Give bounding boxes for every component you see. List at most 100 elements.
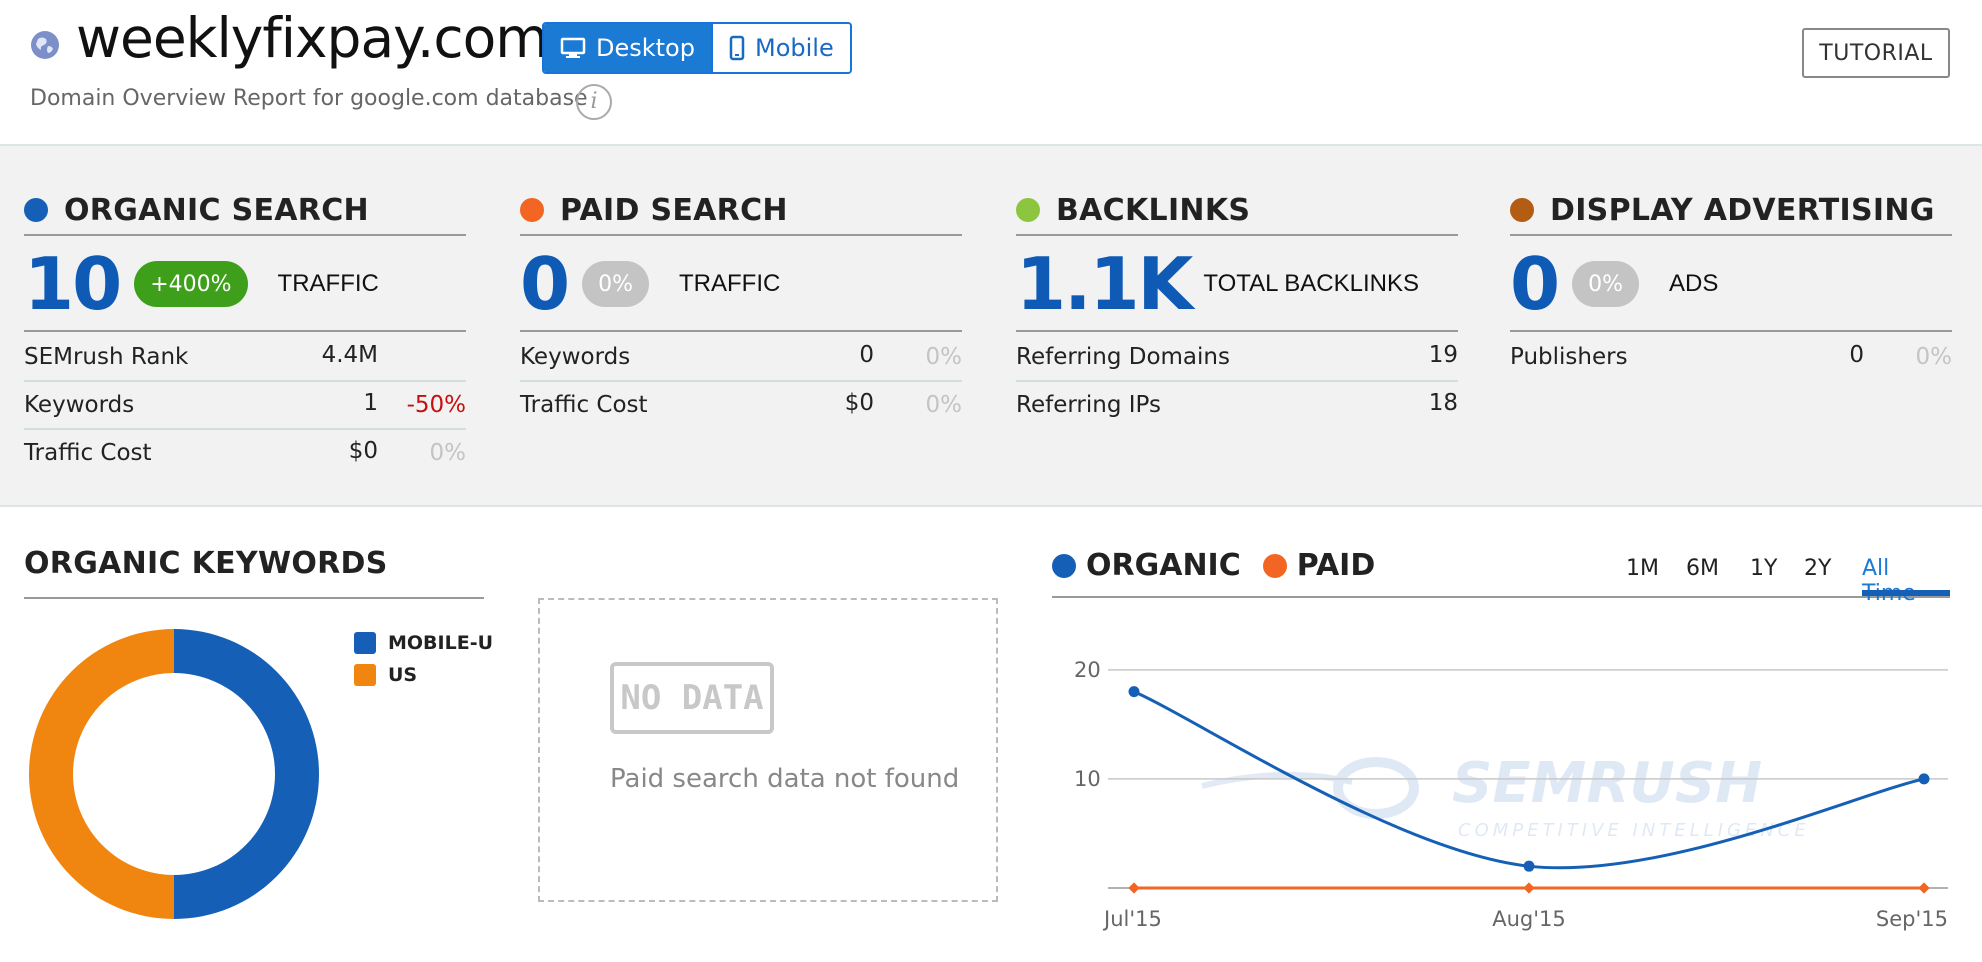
display-ads-value[interactable]: 0 bbox=[1510, 242, 1560, 326]
legend-us-swatch bbox=[354, 664, 376, 686]
donut-slice-mobile-u[interactable] bbox=[174, 629, 319, 919]
donut-slice-us[interactable] bbox=[29, 629, 174, 919]
referring-ips-value[interactable]: 18 bbox=[1428, 390, 1458, 416]
mobile-label: Mobile bbox=[754, 34, 834, 62]
data-point-paid[interactable] bbox=[1523, 882, 1535, 894]
publishers-value: 0 bbox=[1849, 342, 1864, 368]
organic-traffic-value[interactable]: 10 bbox=[24, 242, 122, 326]
organic-legend-dot-icon bbox=[1052, 553, 1076, 578]
backlinks-header[interactable]: BACKLINKS bbox=[1016, 186, 1458, 236]
organic-keywords-donut-chart bbox=[29, 629, 319, 919]
data-point-organic[interactable] bbox=[1918, 773, 1930, 785]
legend-mobile-u[interactable]: MOBILE-U bbox=[354, 632, 493, 654]
data-point-organic[interactable] bbox=[1128, 686, 1140, 698]
backlinks-total-value[interactable]: 1.1K bbox=[1016, 242, 1193, 326]
referring-ips-label: Referring IPs bbox=[1016, 392, 1161, 418]
paid-traffic-cost-label: Traffic Cost bbox=[520, 392, 648, 418]
paid-keywords-value: 0 bbox=[859, 342, 874, 368]
tutorial-button[interactable]: TUTORIAL bbox=[1802, 28, 1950, 78]
organic-paid-trend-chart: SEMRUSH COMPETITIVE INTELLIGENCE 10 20 Jul… bbox=[1074, 658, 1948, 931]
backlinks-dot-icon bbox=[1016, 198, 1040, 222]
organic-keywords-label: Keywords bbox=[24, 392, 135, 418]
globe-icon bbox=[31, 31, 59, 59]
range-2y[interactable]: 2Y bbox=[1804, 556, 1832, 581]
display-advertising-header[interactable]: DISPLAY ADVERTISING bbox=[1510, 186, 1952, 236]
organic-traffic-cost-label: Traffic Cost bbox=[24, 440, 152, 466]
watermark-subtext: COMPETITIVE INTELLIGENCE bbox=[1458, 820, 1810, 841]
paid-keywords-row: Keywords 0 0% bbox=[520, 334, 962, 382]
range-active-indicator bbox=[1862, 590, 1950, 596]
paid-traffic-label: TRAFFIC bbox=[679, 270, 781, 297]
trend-legend-organic[interactable]: ORGANIC bbox=[1086, 548, 1241, 583]
publishers-row: Publishers 0 0% bbox=[1510, 334, 1952, 382]
stats-band: ORGANIC SEARCH 10 +400% TRAFFIC SEMrush … bbox=[0, 146, 1982, 507]
organic-keywords-title: ORGANIC KEYWORDS bbox=[24, 546, 388, 581]
paid-traffic-change-badge: 0% bbox=[582, 261, 650, 307]
backlinks-total-label: TOTAL BACKLINKS bbox=[1203, 270, 1419, 297]
organic-keywords-divider bbox=[24, 597, 484, 599]
organic-search-panel: ORGANIC SEARCH 10 +400% TRAFFIC SEMrush … bbox=[24, 146, 466, 507]
publishers-label: Publishers bbox=[1510, 344, 1628, 370]
paid-traffic-cost-change: 0% bbox=[925, 392, 963, 418]
paid-search-header[interactable]: PAID SEARCH bbox=[520, 186, 962, 236]
y-tick-label: 20 bbox=[1074, 658, 1101, 682]
semrush-rank-value: 4.4M bbox=[321, 342, 378, 368]
semrush-rank-label: SEMrush Rank bbox=[24, 344, 189, 370]
display-ads-change-badge: 0% bbox=[1572, 261, 1640, 307]
no-data-message: Paid search data not found bbox=[610, 764, 960, 794]
organic-keywords-value[interactable]: 1 bbox=[363, 390, 378, 416]
paid-legend-dot-icon bbox=[1262, 553, 1287, 578]
report-header: weeklyfixpay.com Desktop Mobile Domain O… bbox=[0, 0, 1982, 146]
organic-search-title: ORGANIC SEARCH bbox=[64, 192, 369, 228]
y-tick-label: 10 bbox=[1074, 767, 1101, 791]
organic-traffic-cost-change: 0% bbox=[429, 440, 467, 466]
legend-mobile-u-label: MOBILE-U bbox=[388, 632, 494, 654]
paid-keywords-label: Keywords bbox=[520, 344, 631, 370]
display-dot-icon bbox=[1510, 198, 1534, 222]
organic-traffic-cost-value: $0 bbox=[348, 438, 378, 464]
paid-traffic-cost-value: $0 bbox=[844, 390, 874, 416]
organic-dot-icon bbox=[24, 198, 48, 222]
referring-domains-row: Referring Domains 19 bbox=[1016, 334, 1458, 382]
no-data-badge: NO DATA bbox=[610, 662, 774, 734]
legend-mobile-u-swatch bbox=[354, 632, 376, 654]
range-all-time[interactable]: All Time bbox=[1862, 556, 1916, 606]
referring-ips-row: Referring IPs 18 bbox=[1016, 382, 1458, 430]
legend-us-label: US bbox=[388, 664, 418, 686]
trend-legend-paid[interactable]: PAID bbox=[1296, 548, 1376, 583]
x-tick-label: Sep'15 bbox=[1876, 907, 1948, 931]
display-advertising-panel: DISPLAY ADVERTISING 0 0% ADS Publishers … bbox=[1510, 146, 1952, 507]
paid-keywords-empty-box: NO DATA Paid search data not found bbox=[538, 598, 998, 902]
organic-rank-row: SEMrush Rank 4.4M bbox=[24, 334, 466, 382]
device-toggle: Desktop Mobile bbox=[542, 22, 852, 74]
backlinks-title: BACKLINKS bbox=[1056, 192, 1251, 228]
x-tick-label: Jul'15 bbox=[1102, 907, 1162, 931]
data-point-paid[interactable] bbox=[1128, 882, 1140, 894]
mobile-icon bbox=[729, 35, 745, 61]
display-ads-label: ADS bbox=[1669, 270, 1719, 297]
range-1y[interactable]: 1Y bbox=[1750, 556, 1778, 581]
referring-domains-value[interactable]: 19 bbox=[1428, 342, 1458, 368]
data-point-paid[interactable] bbox=[1918, 882, 1930, 894]
organic-traffic-label: TRAFFIC bbox=[277, 270, 379, 297]
organic-search-header[interactable]: ORGANIC SEARCH bbox=[24, 186, 466, 236]
range-6m[interactable]: 6M bbox=[1686, 556, 1719, 581]
paid-keywords-change: 0% bbox=[925, 344, 963, 370]
desktop-button[interactable]: Desktop bbox=[544, 24, 711, 72]
info-icon[interactable]: i bbox=[576, 84, 612, 120]
paid-traffic-value[interactable]: 0 bbox=[520, 242, 570, 326]
range-1m[interactable]: 1M bbox=[1626, 556, 1659, 581]
organic-keywords-row: Keywords 1 -50% bbox=[24, 382, 466, 430]
desktop-label: Desktop bbox=[596, 34, 695, 62]
desktop-icon bbox=[560, 37, 586, 58]
trend-legend: ORGANIC PAID bbox=[1052, 548, 1375, 583]
organic-traffic-row: 10 +400% TRAFFIC bbox=[24, 238, 466, 332]
paid-traffic-cost-row: Traffic Cost $0 0% bbox=[520, 382, 962, 430]
data-point-organic[interactable] bbox=[1523, 860, 1535, 872]
legend-us[interactable]: US bbox=[354, 664, 417, 686]
mobile-button[interactable]: Mobile bbox=[710, 24, 850, 72]
referring-domains-label: Referring Domains bbox=[1016, 344, 1230, 370]
backlinks-panel: BACKLINKS 1.1K TOTAL BACKLINKS Referring… bbox=[1016, 146, 1458, 507]
backlinks-total-row: 1.1K TOTAL BACKLINKS bbox=[1016, 238, 1458, 332]
publishers-change: 0% bbox=[1915, 344, 1953, 370]
